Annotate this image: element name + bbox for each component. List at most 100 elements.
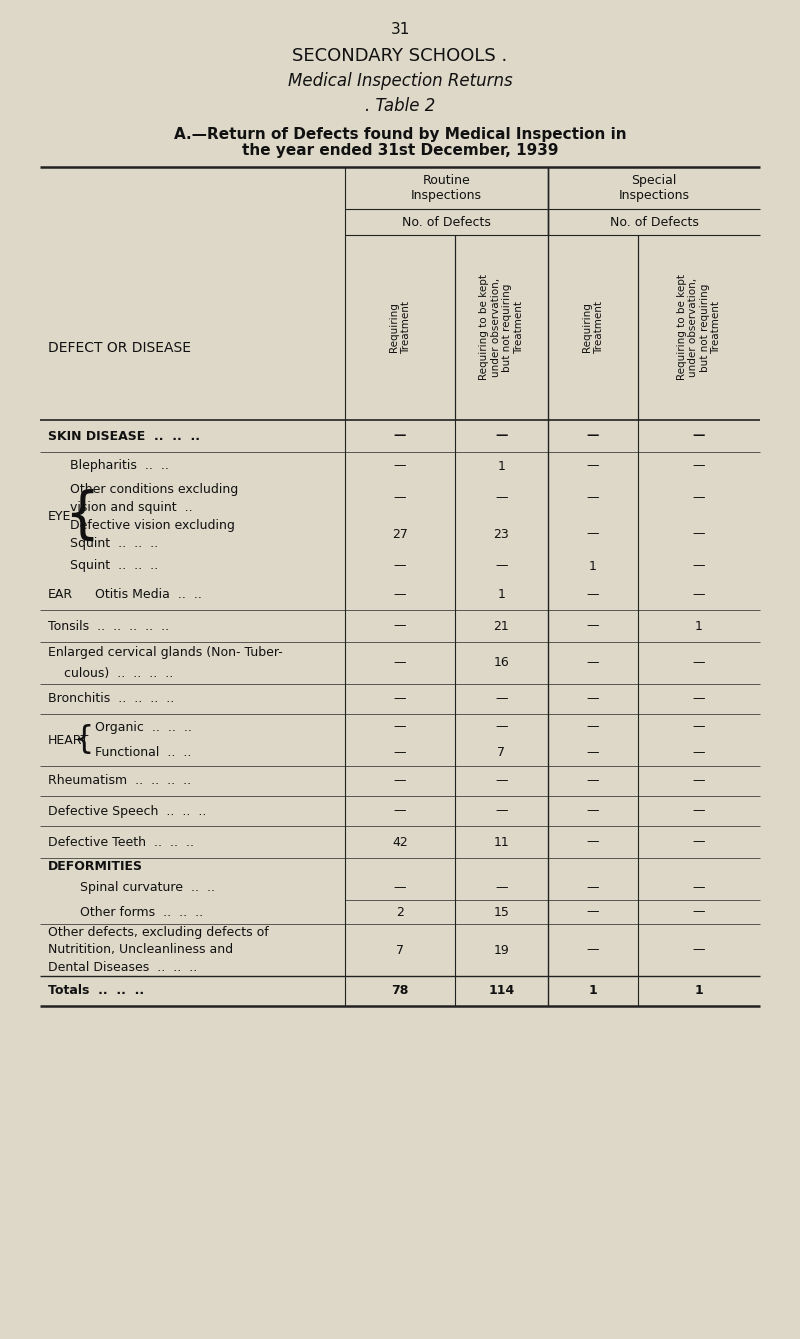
- Text: —: —: [693, 528, 706, 541]
- Text: —: —: [693, 459, 706, 473]
- Text: 2: 2: [396, 905, 404, 919]
- Text: DEFORMITIES: DEFORMITIES: [48, 861, 143, 873]
- Text: vision and squint  ..: vision and squint ..: [70, 501, 193, 513]
- Text: Routine
Inspections: Routine Inspections: [411, 174, 482, 202]
- Text: —: —: [394, 589, 406, 601]
- Text: —: —: [394, 560, 406, 573]
- Text: SKIN DISEASE  ..  ..  ..: SKIN DISEASE .. .. ..: [48, 430, 200, 442]
- Text: —: —: [693, 944, 706, 956]
- Text: {: {: [64, 489, 100, 544]
- Text: Otitis Media  ..  ..: Otitis Media .. ..: [95, 589, 202, 601]
- Text: 31: 31: [390, 21, 410, 36]
- Text: —: —: [586, 774, 599, 787]
- Text: Requiring
Treatment: Requiring Treatment: [582, 301, 604, 353]
- Text: . Table 2: . Table 2: [365, 96, 435, 115]
- Text: —: —: [495, 881, 508, 894]
- Text: —: —: [586, 720, 599, 734]
- Text: —: —: [586, 692, 599, 706]
- Text: 114: 114: [488, 984, 514, 998]
- Text: DEFECT OR DISEASE: DEFECT OR DISEASE: [48, 340, 191, 355]
- Text: Defective Speech  ..  ..  ..: Defective Speech .. .. ..: [48, 805, 206, 818]
- Text: —: —: [693, 560, 706, 573]
- Text: Special
Inspections: Special Inspections: [618, 174, 690, 202]
- Text: Totals  ..  ..  ..: Totals .. .. ..: [48, 984, 144, 998]
- Text: 1: 1: [589, 560, 597, 573]
- Text: —: —: [586, 836, 599, 849]
- Text: Requiring to be kept
under observation,
but not requiring
Treatment: Requiring to be kept under observation, …: [677, 274, 722, 380]
- Text: —: —: [495, 430, 508, 442]
- Text: Other forms  ..  ..  ..: Other forms .. .. ..: [80, 905, 203, 919]
- Text: —: —: [693, 491, 706, 505]
- Text: —: —: [586, 805, 599, 818]
- Text: Defective vision excluding: Defective vision excluding: [70, 518, 235, 532]
- Text: 21: 21: [494, 620, 510, 632]
- Text: —: —: [587, 430, 599, 442]
- Text: —: —: [693, 656, 706, 670]
- Text: Tonsils  ..  ..  ..  ..  ..: Tonsils .. .. .. .. ..: [48, 620, 169, 632]
- Text: Enlarged cervical glands (Non- Tuber-: Enlarged cervical glands (Non- Tuber-: [48, 645, 282, 659]
- Text: —: —: [586, 905, 599, 919]
- Text: —: —: [394, 491, 406, 505]
- Text: 1: 1: [498, 459, 506, 473]
- Text: —: —: [693, 692, 706, 706]
- Text: Other conditions excluding: Other conditions excluding: [70, 482, 238, 495]
- Text: —: —: [394, 774, 406, 787]
- Text: Other defects, excluding defects of: Other defects, excluding defects of: [48, 927, 269, 939]
- Text: HEART: HEART: [48, 734, 90, 747]
- Text: —: —: [495, 720, 508, 734]
- Text: —: —: [394, 656, 406, 670]
- Text: —: —: [586, 528, 599, 541]
- Text: 23: 23: [494, 528, 510, 541]
- Text: —: —: [693, 589, 706, 601]
- Text: Requiring
Treatment: Requiring Treatment: [389, 301, 411, 353]
- Text: Spinal curvature  ..  ..: Spinal curvature .. ..: [80, 881, 215, 894]
- Text: 15: 15: [494, 905, 510, 919]
- Text: —: —: [693, 774, 706, 787]
- Text: Functional  ..  ..: Functional .. ..: [95, 747, 191, 759]
- Text: —: —: [586, 589, 599, 601]
- Text: —: —: [586, 620, 599, 632]
- Text: A.—Return of Defects found by Medical Inspection in: A.—Return of Defects found by Medical In…: [174, 127, 626, 142]
- Text: —: —: [586, 747, 599, 759]
- Text: Dental Diseases  ..  ..  ..: Dental Diseases .. .. ..: [48, 961, 198, 973]
- Text: Rheumatism  ..  ..  ..  ..: Rheumatism .. .. .. ..: [48, 774, 191, 787]
- Text: —: —: [586, 944, 599, 956]
- Text: Squint  ..  ..  ..: Squint .. .. ..: [70, 537, 158, 549]
- Text: Squint  ..  ..  ..: Squint .. .. ..: [70, 560, 158, 573]
- Text: —: —: [394, 459, 406, 473]
- Text: Requiring to be kept
under observation,
but not requiring
Treatment: Requiring to be kept under observation, …: [479, 274, 524, 380]
- Text: Organic  ..  ..  ..: Organic .. .. ..: [95, 720, 192, 734]
- Text: 1: 1: [498, 589, 506, 601]
- Text: No. of Defects: No. of Defects: [610, 216, 698, 229]
- Text: EYE: EYE: [48, 510, 71, 522]
- Text: —: —: [586, 656, 599, 670]
- Text: —: —: [394, 720, 406, 734]
- Text: —: —: [495, 560, 508, 573]
- Text: —: —: [495, 491, 508, 505]
- Text: 11: 11: [494, 836, 510, 849]
- Text: Nutritition, Uncleanliness and: Nutritition, Uncleanliness and: [48, 944, 233, 956]
- Text: —: —: [693, 905, 706, 919]
- Text: 78: 78: [391, 984, 409, 998]
- Text: SECONDARY SCHOOLS .: SECONDARY SCHOOLS .: [292, 47, 508, 66]
- Text: Blepharitis  ..  ..: Blepharitis .. ..: [70, 459, 169, 473]
- Text: {: {: [74, 724, 94, 755]
- Text: —: —: [586, 459, 599, 473]
- Text: —: —: [586, 491, 599, 505]
- Text: 7: 7: [396, 944, 404, 956]
- Text: —: —: [495, 805, 508, 818]
- Text: —: —: [693, 720, 706, 734]
- Text: —: —: [693, 881, 706, 894]
- Text: EAR: EAR: [48, 589, 73, 601]
- Text: Bronchitis  ..  ..  ..  ..: Bronchitis .. .. .. ..: [48, 692, 174, 706]
- Text: 16: 16: [494, 656, 510, 670]
- Text: 1: 1: [695, 620, 703, 632]
- Text: —: —: [495, 774, 508, 787]
- Text: —: —: [693, 836, 706, 849]
- Text: 27: 27: [392, 528, 408, 541]
- Text: 42: 42: [392, 836, 408, 849]
- Text: the year ended 31st December, 1939: the year ended 31st December, 1939: [242, 143, 558, 158]
- Text: —: —: [394, 805, 406, 818]
- Text: —: —: [394, 881, 406, 894]
- Text: Defective Teeth  ..  ..  ..: Defective Teeth .. .. ..: [48, 836, 194, 849]
